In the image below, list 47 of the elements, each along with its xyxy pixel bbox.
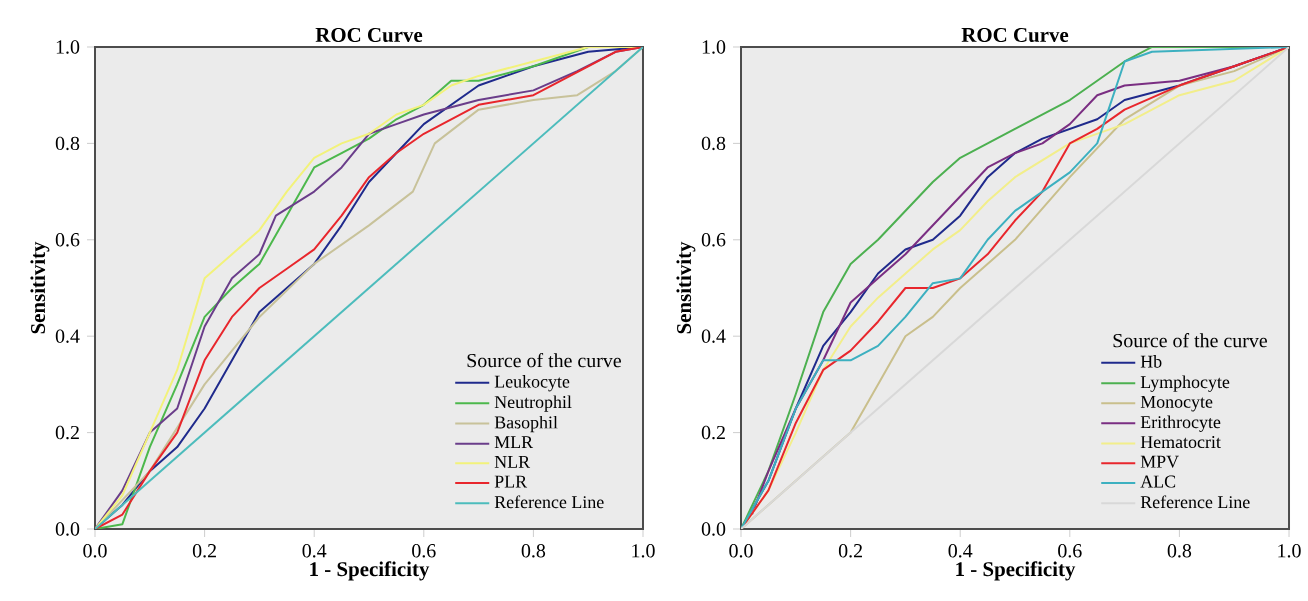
legend-label: MPV [1140, 455, 1179, 468]
legend-label: ALC [1140, 475, 1176, 488]
x-tick-label: 0.0 [83, 544, 107, 558]
y-tick-label: 1.0 [702, 40, 726, 54]
x-axis-title: 1 - Specificity [956, 561, 1076, 581]
x-tick-label: 1.0 [1278, 544, 1301, 558]
legend-label: Neutrophil [494, 395, 572, 412]
legend-title: Source of the curve [467, 353, 621, 368]
legend-label: Leukocyte [494, 375, 570, 392]
y-tick-label: 1.0 [56, 40, 80, 54]
legend-label: Hb [1140, 355, 1162, 368]
x-tick-label: 0.8 [1167, 544, 1192, 558]
legend-label: Basophil [494, 415, 558, 433]
legend-label: Hematocrit [1140, 436, 1221, 449]
x-tick-label: 0.8 [521, 544, 546, 558]
y-tick-label: 0.2 [55, 425, 79, 440]
y-tick-label: 0.4 [701, 329, 726, 343]
y-tick-label: 0.6 [55, 233, 80, 247]
y-tick-label: 0.0 [701, 522, 726, 536]
legend-label: Reference Line [1140, 495, 1250, 509]
legend-label: Reference Line [494, 495, 604, 509]
x-tick-label: 0.4 [302, 544, 327, 558]
x-axis-title: 1 - Specificity [310, 561, 430, 581]
legend-label: MLR [494, 436, 534, 449]
y-tick-label: 0.8 [701, 136, 726, 151]
x-tick-label: 0.6 [412, 544, 436, 558]
y-axis-title: Sensitivity [676, 241, 696, 334]
x-tick-label: 0.6 [1058, 544, 1082, 558]
chart-title: ROC Curve [961, 27, 1069, 42]
y-tick-label: 0.2 [701, 425, 725, 440]
x-tick-label: 1.0 [632, 544, 655, 558]
x-tick-label: 0.4 [948, 544, 973, 558]
y-tick-label: 0.0 [55, 522, 80, 536]
x-tick-label: 0.2 [838, 544, 862, 558]
legend-label: Monocyte [1140, 395, 1213, 412]
x-tick-label: 0.2 [192, 544, 216, 558]
y-tick-label: 0.4 [55, 329, 80, 343]
y-axis-title: Sensitivity [30, 241, 50, 334]
legend-label: Erithrocyte [1140, 415, 1221, 432]
y-tick-label: 0.8 [55, 136, 80, 151]
y-tick-label: 0.6 [701, 233, 726, 247]
legend-label: NLR [494, 455, 531, 468]
chart-title: ROC Curve [315, 27, 423, 42]
x-tick-label: 0.0 [729, 544, 753, 558]
legend-label: PLR [494, 475, 528, 488]
legend-title: Source of the curve [1113, 333, 1267, 348]
legend-label: Lymphocyte [1140, 375, 1230, 392]
